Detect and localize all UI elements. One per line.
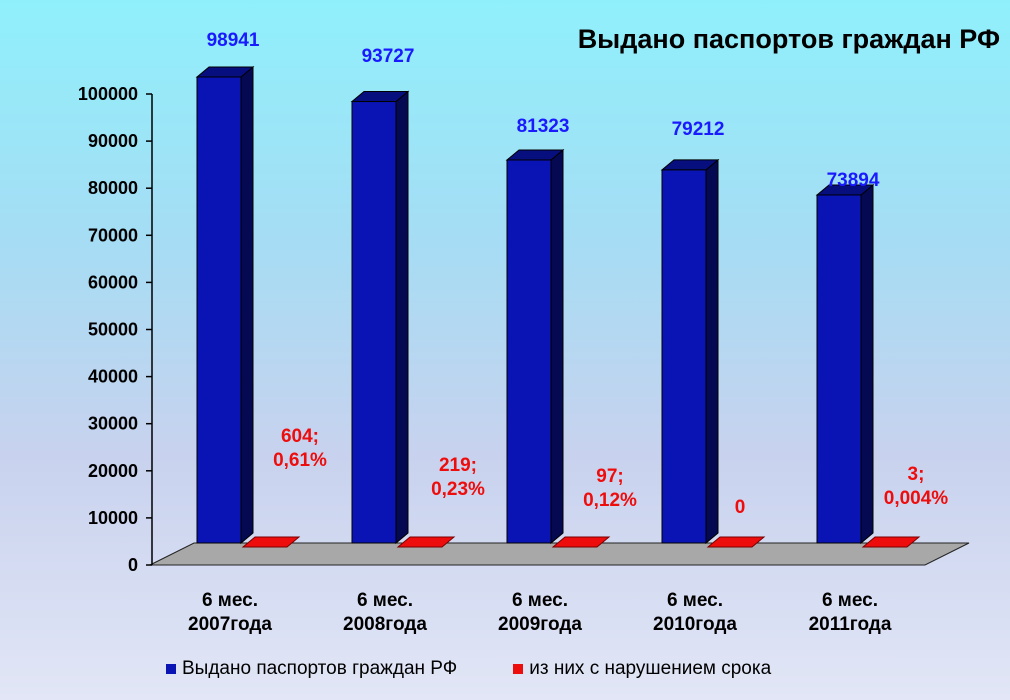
x-tick-label-line: 2010года xyxy=(653,614,737,635)
y-tick-label: 60000 xyxy=(88,272,138,292)
data-label-violations-line: 0,23% xyxy=(431,479,485,500)
x-tick-label-line: 6 мес. xyxy=(667,590,723,611)
y-tick-label: 10000 xyxy=(88,508,138,528)
data-label-issued: 81323 xyxy=(517,116,570,137)
x-tick-label: 6 мес. 2008года xyxy=(343,590,427,635)
y-tick-label: 0 xyxy=(128,555,138,575)
data-label-violations-line: 0,61% xyxy=(273,450,327,471)
x-tick-label-line: 2008года xyxy=(343,614,427,635)
x-tick-label: 6 мес. 2010года xyxy=(653,590,737,635)
data-label-violations-line: 0,12% xyxy=(583,490,637,511)
bar-issued-side xyxy=(240,65,254,545)
data-label-violations-line: 97; xyxy=(596,466,623,487)
chart-legend: Выдано паспортов граждан РФ из них с нар… xyxy=(166,657,827,681)
data-label-violations-line: 604; xyxy=(281,426,319,447)
bar-issued-side xyxy=(705,158,719,545)
legend-item-violations: из них с нарушением срока xyxy=(513,658,771,680)
bar-violations xyxy=(241,536,301,548)
bar-issued xyxy=(196,76,242,544)
x-tick-label-line: 2011года xyxy=(809,614,892,635)
bar-issued xyxy=(506,159,552,544)
data-label-violations-line: 0,004% xyxy=(884,488,949,509)
data-label-violations-line: 0 xyxy=(735,497,746,518)
bar-issued-side xyxy=(395,90,409,545)
data-label-issued: 98941 xyxy=(207,30,260,51)
data-label-violations: 604; 0,61% xyxy=(273,426,327,471)
data-label-violations-line: 219; xyxy=(439,455,477,476)
legend-label-issued: Выдано паспортов граждан РФ xyxy=(182,658,458,679)
bar-issued xyxy=(816,194,862,544)
x-tick-label-line: 6 мес. xyxy=(822,590,878,611)
y-tick-label: 30000 xyxy=(88,414,138,434)
bar-violations xyxy=(551,536,611,548)
data-label-issued: 93727 xyxy=(362,46,415,67)
legend-label-violations: из них с нарушением срока xyxy=(529,658,772,679)
x-tick-label-line: 6 мес. xyxy=(512,590,568,611)
y-tick-label: 100000 xyxy=(78,84,138,104)
y-tick-label: 20000 xyxy=(88,461,138,481)
bar-violations xyxy=(706,536,766,548)
y-tick-label: 40000 xyxy=(88,367,138,387)
data-label-violations: 3; 0,004% xyxy=(884,464,949,509)
data-label-issued: 73894 xyxy=(827,170,880,191)
x-tick-label-line: 6 мес. xyxy=(202,590,258,611)
x-tick-label: 6 мес. 2011года xyxy=(809,590,892,635)
legend-swatch-issued xyxy=(166,664,176,674)
data-label-violations: 97; 0,12% xyxy=(583,466,637,511)
bar-issued xyxy=(351,101,397,544)
y-tick-label: 80000 xyxy=(88,178,138,198)
data-label-violations-line: 3; xyxy=(908,464,925,485)
bar-issued-side xyxy=(860,183,874,545)
legend-item-issued: Выдано паспортов граждан РФ xyxy=(166,658,457,680)
bar-violations xyxy=(396,536,456,548)
data-label-violations: 219; 0,23% xyxy=(431,455,485,500)
bar-issued xyxy=(661,169,707,544)
data-label-issued: 79212 xyxy=(672,119,725,140)
x-tick-label-line: 6 мес. xyxy=(357,590,413,611)
bar-issued-side xyxy=(550,148,564,545)
x-tick-label-line: 2007года xyxy=(188,614,272,635)
x-tick-label-line: 2009года xyxy=(498,614,582,635)
legend-swatch-violations xyxy=(513,664,524,674)
y-tick-label: 70000 xyxy=(88,225,138,245)
data-label-violations: 0 xyxy=(735,497,746,518)
x-tick-label: 6 мес. 2009года xyxy=(498,590,582,635)
x-tick-label: 6 мес. 2007года xyxy=(188,590,272,635)
chart-title: Выдано паспортов граждан РФ xyxy=(577,24,1000,54)
y-tick-label: 50000 xyxy=(88,320,138,340)
bar-violations xyxy=(861,536,921,548)
chart-floor xyxy=(149,542,970,566)
y-tick-label: 90000 xyxy=(88,131,138,151)
